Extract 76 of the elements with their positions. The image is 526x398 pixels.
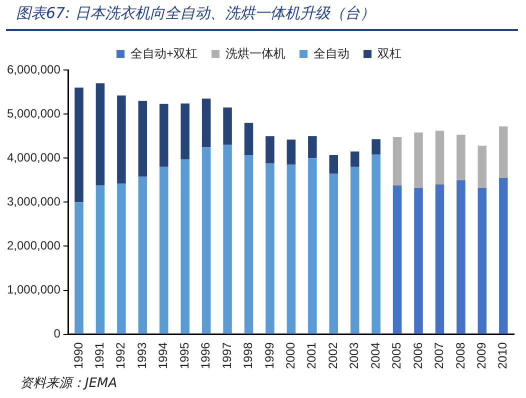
legend-label: 全自动	[314, 46, 350, 60]
bar	[223, 107, 232, 145]
bar	[223, 144, 232, 334]
x-tick-label: 1999	[262, 342, 276, 370]
bar	[478, 188, 487, 334]
x-tick-label: 2010	[496, 342, 510, 370]
chart-title: 图表67: 日本洗衣机向全自动、洗烘一体机升级（台）	[16, 4, 375, 23]
bar	[414, 188, 423, 334]
bar	[456, 180, 466, 334]
bar	[117, 96, 126, 184]
x-tick-label: 1994	[156, 342, 170, 370]
bar	[266, 163, 274, 334]
bar	[138, 100, 148, 177]
x-tick-label: 2009	[474, 342, 488, 370]
bar	[435, 184, 444, 334]
x-tick-label: 2004	[368, 342, 382, 370]
bar	[308, 136, 317, 158]
bar	[286, 164, 296, 334]
x-tick-label: 2007	[432, 342, 446, 370]
bar	[435, 130, 444, 185]
bar	[478, 146, 487, 188]
y-tick-label: 2,000,000	[6, 238, 61, 253]
bar	[74, 202, 84, 334]
legend-label: 全自动+双杠	[130, 46, 198, 60]
x-tick-label: 1993	[134, 342, 149, 370]
x-tick-label: 1991	[92, 342, 107, 370]
y-tick-label: 5,000,000	[6, 106, 61, 120]
bar	[392, 136, 402, 186]
x-tick-label: 2005	[390, 342, 404, 370]
bar	[499, 126, 508, 178]
bar	[329, 174, 338, 334]
x-tick-label: 2002	[326, 342, 340, 370]
x-tick-label: 1996	[198, 342, 213, 370]
x-tick-label: 1992	[114, 342, 128, 370]
bar	[159, 104, 168, 167]
bar	[308, 158, 317, 334]
bar	[138, 176, 148, 334]
bar	[96, 83, 105, 186]
bar	[329, 155, 338, 174]
x-tick-label: 1997	[220, 342, 234, 370]
bar	[202, 147, 211, 334]
x-tick-label: 2003	[347, 342, 362, 370]
text: 资料来源：JEMA	[20, 375, 118, 392]
legend-label: 双杠	[378, 46, 402, 60]
bar	[96, 185, 105, 334]
bar	[202, 98, 211, 148]
bar	[456, 134, 466, 180]
x-tick-label: 2001	[304, 342, 319, 370]
bar	[350, 151, 360, 167]
x-tick-label: 2006	[410, 342, 425, 370]
legend-label: 洗烘一体机	[226, 46, 286, 60]
bar	[244, 155, 254, 334]
bar	[244, 122, 254, 156]
bar	[372, 139, 380, 155]
bar	[372, 154, 380, 334]
bar	[180, 103, 190, 160]
bar	[286, 140, 296, 165]
y-tick-label: 4,000,000	[6, 150, 61, 164]
x-tick-label: 2000	[284, 342, 298, 370]
bar	[180, 159, 190, 334]
y-tick-label: 3,000,000	[6, 194, 61, 208]
bar	[392, 185, 402, 334]
x-tick-label: 1998	[241, 342, 256, 370]
x-tick-label: 1990	[71, 342, 86, 370]
bar	[266, 136, 274, 164]
bar	[350, 166, 360, 334]
bar	[499, 178, 508, 334]
x-tick-label: 2008	[453, 342, 468, 370]
bar	[414, 132, 423, 188]
y-tick-label: 0	[54, 326, 61, 341]
bar	[74, 88, 84, 202]
x-tick-label: 1995	[177, 342, 192, 370]
y-tick-label: 6,000,000	[6, 62, 61, 76]
bar	[159, 166, 168, 334]
y-tick-label: 1,000,000	[6, 282, 61, 297]
bar	[117, 184, 126, 334]
